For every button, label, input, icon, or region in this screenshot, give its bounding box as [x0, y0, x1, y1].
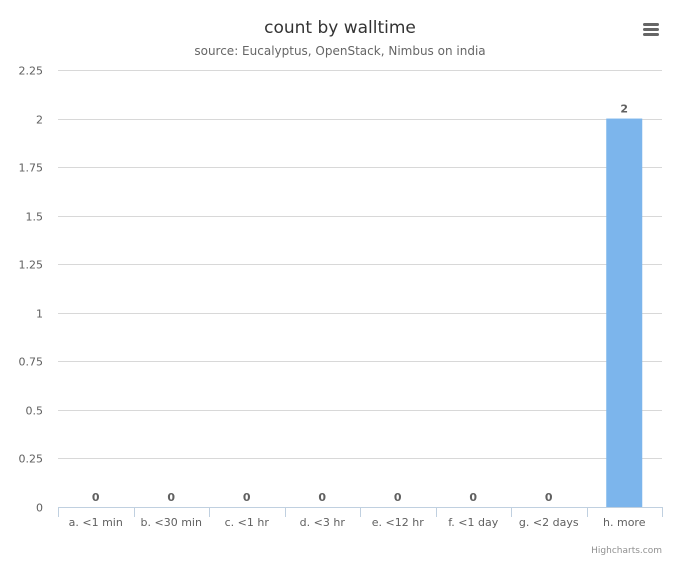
data-label: 0 — [243, 491, 251, 504]
y-tick-label: 1 — [36, 308, 43, 321]
data-label: 0 — [167, 491, 175, 504]
data-label: 0 — [318, 491, 326, 504]
y-tick-label: 0.25 — [19, 453, 44, 466]
y-tick-label: 0 — [36, 502, 43, 515]
menu-icon-line-middle — [643, 28, 659, 31]
x-tick-label: c. <1 hr — [225, 516, 270, 529]
grid-lines — [58, 70, 662, 459]
hamburger-menu-icon[interactable] — [643, 23, 659, 36]
data-label: 0 — [394, 491, 402, 504]
bar[interactable] — [606, 118, 643, 508]
data-labels: 0 0 0 0 0 0 0 2 — [92, 103, 628, 504]
x-tick-label: h. more — [603, 516, 646, 529]
y-tick-label: 1.75 — [19, 162, 44, 175]
data-label: 0 — [469, 491, 477, 504]
menu-icon-line-bottom — [643, 33, 659, 36]
y-tick-label: 2.25 — [19, 65, 44, 78]
menu-icon-line-top — [643, 23, 659, 26]
bar-series — [606, 118, 643, 508]
x-axis: a. <1 min b. <30 min c. <1 hr d. <3 hr e. <1… — [58, 507, 663, 529]
x-tick-label: d. <3 hr — [300, 516, 346, 529]
x-tick-label: e. <12 hr — [372, 516, 424, 529]
data-label: 0 — [92, 491, 100, 504]
y-tick-label: 2 — [36, 114, 43, 127]
x-tick-label: g. <2 days — [519, 516, 579, 529]
credits-link[interactable]: Highcharts.com — [591, 546, 662, 556]
x-tick-label: b. <30 min — [141, 516, 202, 529]
x-tick-label: a. <1 min — [69, 516, 123, 529]
chart-subtitle: source: Eucalyptus, OpenStack, Nimbus on… — [194, 44, 485, 58]
x-tick-label: f. <1 day — [448, 516, 499, 529]
data-label: 0 — [545, 491, 553, 504]
y-tick-label: 1.25 — [19, 259, 44, 272]
y-tick-label: 1.5 — [26, 211, 44, 224]
y-axis-labels: 0 0.25 0.5 0.75 1 1.25 1.5 1.75 2 2.25 — [19, 65, 44, 515]
y-tick-label: 0.75 — [19, 356, 44, 369]
chart-title: count by walltime — [264, 18, 416, 38]
menu-button[interactable] — [636, 16, 666, 42]
y-tick-label: 0.5 — [26, 405, 44, 418]
data-label: 2 — [620, 103, 628, 116]
